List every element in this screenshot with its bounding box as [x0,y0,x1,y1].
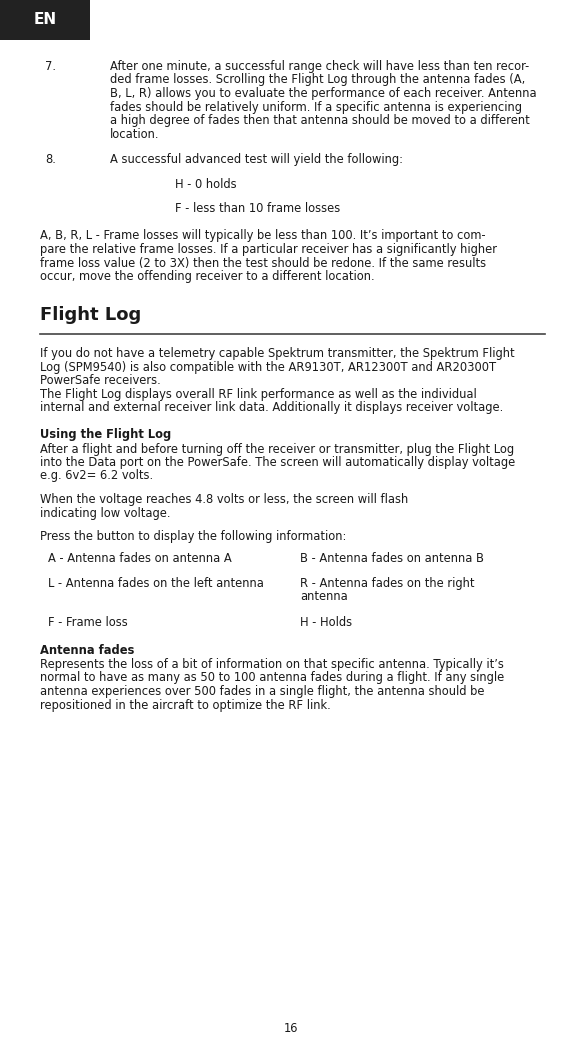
Text: occur, move the offending receiver to a different location.: occur, move the offending receiver to a … [40,270,375,284]
Text: frame loss value (2 to 3X) then the test should be redone. If the same results: frame loss value (2 to 3X) then the test… [40,256,486,270]
Text: A, B, R, L - Frame losses will typically be less than 100. It’s important to com: A, B, R, L - Frame losses will typically… [40,230,485,243]
Text: e.g. 6v2= 6.2 volts.: e.g. 6v2= 6.2 volts. [40,469,153,483]
Text: fades should be relatively uniform. If a specific antenna is experiencing: fades should be relatively uniform. If a… [110,101,522,113]
FancyBboxPatch shape [0,0,90,40]
Text: a high degree of fades then that antenna should be moved to a different: a high degree of fades then that antenna… [110,114,530,127]
Text: 16: 16 [284,1022,298,1034]
Text: A successful advanced test will yield the following:: A successful advanced test will yield th… [110,153,403,166]
Text: antenna: antenna [300,590,348,604]
Text: When the voltage reaches 4.8 volts or less, the screen will flash: When the voltage reaches 4.8 volts or le… [40,494,408,506]
Text: PowerSafe receivers.: PowerSafe receivers. [40,375,161,387]
Text: L - Antenna fades on the left antenna: L - Antenna fades on the left antenna [48,578,264,590]
Text: Flight Log: Flight Log [40,306,141,323]
Text: B - Antenna fades on antenna B: B - Antenna fades on antenna B [300,551,484,565]
Text: F - less than 10 frame losses: F - less than 10 frame losses [175,202,340,215]
Text: A - Antenna fades on antenna A: A - Antenna fades on antenna A [48,551,232,565]
Text: repositioned in the aircraft to optimize the RF link.: repositioned in the aircraft to optimize… [40,698,331,712]
Text: Press the button to display the following information:: Press the button to display the followin… [40,530,346,543]
Text: ded frame losses. Scrolling the Flight Log through the antenna fades (A,: ded frame losses. Scrolling the Flight L… [110,74,525,86]
Text: If you do not have a telemetry capable Spektrum transmitter, the Spektrum Flight: If you do not have a telemetry capable S… [40,348,514,360]
Text: Log (SPM9540) is also compatible with the AR9130T, AR12300T and AR20300T: Log (SPM9540) is also compatible with th… [40,361,496,374]
Text: After a flight and before turning off the receiver or transmitter, plug the Flig: After a flight and before turning off th… [40,442,514,456]
Text: H - Holds: H - Holds [300,616,352,629]
Text: pare the relative frame losses. If a particular receiver has a significantly hig: pare the relative frame losses. If a par… [40,243,497,256]
Text: The Flight Log displays overall RF link performance as well as the individual: The Flight Log displays overall RF link … [40,388,477,401]
Text: normal to have as many as 50 to 100 antenna fades during a flight. If any single: normal to have as many as 50 to 100 ante… [40,672,504,685]
Text: into the Data port on the PowerSafe. The screen will automatically display volta: into the Data port on the PowerSafe. The… [40,456,515,469]
Text: antenna experiences over 500 fades in a single flight, the antenna should be: antenna experiences over 500 fades in a … [40,685,484,698]
Text: Antenna fades: Antenna fades [40,644,134,656]
Text: R - Antenna fades on the right: R - Antenna fades on the right [300,578,474,590]
Text: internal and external receiver link data. Additionally it displays receiver volt: internal and external receiver link data… [40,401,503,415]
Text: location.: location. [110,127,159,141]
Text: Represents the loss of a bit of information on that specific antenna. Typically : Represents the loss of a bit of informat… [40,658,504,671]
Text: B, L, R) allows you to evaluate the performance of each receiver. Antenna: B, L, R) allows you to evaluate the perf… [110,87,537,100]
Text: F - Frame loss: F - Frame loss [48,616,128,629]
Text: indicating low voltage.: indicating low voltage. [40,506,171,520]
Text: Using the Flight Log: Using the Flight Log [40,428,171,441]
Text: EN: EN [33,13,56,27]
Text: 7.: 7. [45,60,56,74]
Text: After one minute, a successful range check will have less than ten recor-: After one minute, a successful range che… [110,60,529,74]
Text: H - 0 holds: H - 0 holds [175,178,237,191]
Text: 8.: 8. [45,153,56,166]
